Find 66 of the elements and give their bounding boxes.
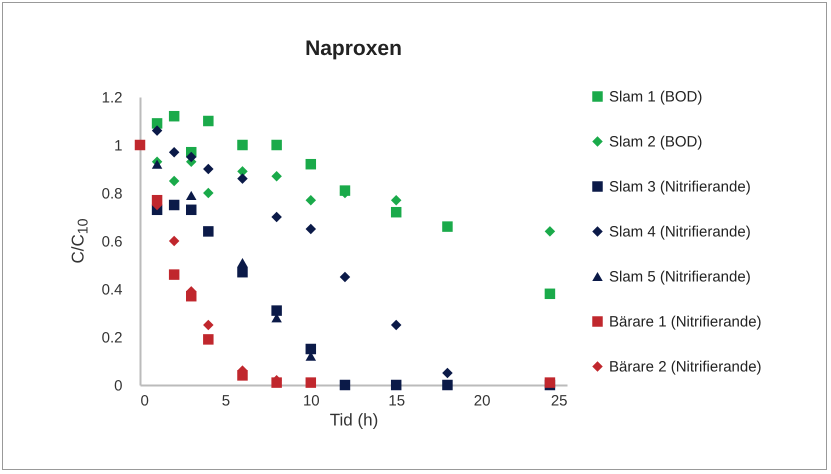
y-tick-label: 1: [114, 138, 122, 154]
y-tick-label: 0.6: [102, 234, 122, 250]
point: [544, 226, 556, 237]
x-tick-label: 0: [140, 392, 149, 410]
legend-label: Slam 5 (Nitrifierande): [609, 268, 751, 286]
point: [271, 212, 282, 222]
point: [237, 140, 248, 150]
point: [390, 194, 402, 206]
point: [168, 200, 180, 210]
point: [237, 266, 248, 278]
point: [390, 380, 402, 390]
x-tick-label: 20: [474, 392, 490, 410]
point: [390, 320, 402, 330]
point: [237, 173, 248, 184]
point: [271, 305, 282, 316]
y-tick-label: 0.4: [102, 282, 122, 298]
x-axis-title: Tid (h): [330, 410, 378, 430]
legend-label: Slam 3 (Nitrifierande): [609, 178, 751, 196]
point: [306, 377, 316, 388]
chart-title: Naproxen: [305, 37, 402, 60]
y-tick-label: 1.2: [102, 90, 122, 106]
point: [203, 188, 214, 198]
point: [237, 258, 248, 268]
point: [442, 368, 453, 378]
point: [544, 288, 556, 300]
x-tick-label: 5: [222, 392, 230, 410]
point: [306, 158, 316, 170]
y-tick-label: 0.8: [102, 186, 122, 202]
x-tick-label: 10: [302, 392, 320, 410]
y-tick-label: 0.2: [102, 330, 122, 346]
legend-label: Slam 4 (Nitrifierande): [609, 224, 751, 240]
point: [203, 320, 214, 330]
point: [168, 110, 180, 122]
x-tick-label: 25: [550, 392, 568, 410]
point: [168, 236, 180, 246]
point: [203, 164, 214, 174]
point: [203, 334, 214, 345]
point: [152, 160, 162, 169]
point: [306, 194, 316, 206]
point: [340, 380, 350, 390]
point: [442, 380, 453, 390]
x-tick-label: 15: [388, 392, 406, 410]
point: [271, 140, 282, 150]
point: [186, 204, 196, 216]
point: [306, 344, 316, 354]
point: [186, 152, 196, 162]
legend-label: Bärare 1 (Nitrifierande): [609, 314, 762, 330]
point: [203, 226, 214, 237]
point: [442, 221, 453, 232]
point: [340, 272, 350, 282]
point: [168, 146, 180, 158]
point: [168, 269, 180, 280]
point: [168, 176, 180, 186]
point: [544, 377, 556, 388]
legend-label: Bärare 2 (Nitrifierande): [609, 358, 762, 376]
point: [134, 140, 146, 150]
point: [152, 125, 162, 136]
point: [271, 170, 282, 182]
y-tick-label: 0: [114, 378, 122, 394]
point: [203, 116, 214, 126]
point: [186, 190, 196, 200]
point: [306, 224, 316, 234]
legend-label: Slam 2 (BOD): [609, 134, 702, 150]
point: [390, 206, 402, 218]
legend-label: Slam 1 (BOD): [609, 88, 702, 106]
point: [152, 118, 162, 129]
